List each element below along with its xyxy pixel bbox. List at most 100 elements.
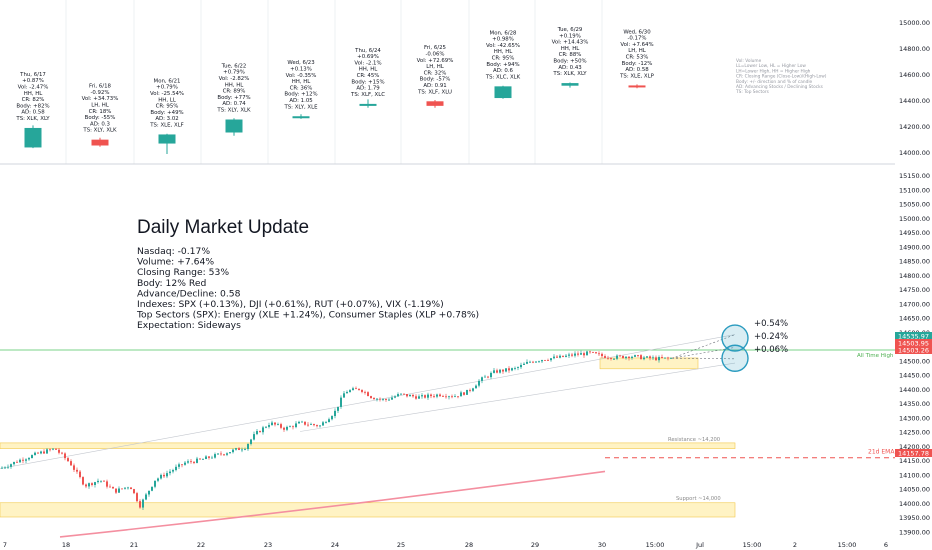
candle-annotation: Thu, 6/17 [19, 72, 46, 78]
x-axis-tick-label: 30 [598, 541, 606, 549]
candle-annotation: TS: XLC, XLK [485, 74, 521, 80]
intraday-candle-body [88, 483, 90, 487]
target-label: +0.24% [754, 332, 788, 342]
intraday-candle-body [505, 368, 507, 372]
intraday-candle-body [553, 356, 555, 359]
resistance-label: Resistance ~14,200 [668, 437, 720, 443]
intraday-candle-body [94, 482, 96, 485]
candle-annotation: Vol: -42.65% [486, 43, 520, 49]
ema-label: 21d EMA [868, 449, 895, 456]
intraday-candle-body [70, 461, 72, 466]
intraday-candle-body [46, 449, 48, 454]
x-axis-tick-label: 15:00 [646, 541, 665, 549]
summary-line: Advance/Decline: 0.58 [137, 288, 241, 299]
target-label: +0.54% [754, 319, 788, 329]
candle-annotation: Body: +94% [486, 62, 519, 68]
intraday-candle-body [304, 421, 306, 425]
candle-annotation: HH, HL [24, 91, 43, 97]
intraday-candle-body [262, 427, 264, 433]
intraday-candle-body [193, 461, 195, 463]
intraday-candle-body [358, 388, 360, 390]
candle-body [494, 86, 512, 99]
candle-annotation: HH, HL [561, 46, 580, 52]
candle-annotation: TS: XLF, XLU [417, 89, 452, 95]
intraday-candle-body [421, 395, 423, 397]
legend-line: LH=Lower High, HH = Higher High [736, 68, 811, 74]
intraday-candle-body [559, 355, 561, 358]
candle-body [426, 101, 444, 106]
x-axis-tick-label: Jul [695, 541, 704, 549]
candle-annotation: CR: 18% [89, 109, 112, 115]
candle-annotation: TS: XLK, XLY [15, 116, 50, 122]
intraday-candle-body [412, 394, 414, 397]
intraday-candle-body [655, 357, 657, 361]
intraday-candle-body [646, 356, 648, 358]
x-axis-tick-label: 29 [531, 541, 539, 549]
intraday-candle-body [481, 377, 483, 381]
candle-annotation: -0.06% [425, 52, 444, 58]
intraday-candle-body [604, 356, 606, 358]
intraday-candle-body [169, 471, 171, 474]
intraday-candle-body [640, 355, 642, 360]
candle-body [292, 116, 310, 119]
intraday-candle-body [175, 466, 177, 471]
intraday-candle-body [388, 399, 390, 401]
intraday-candle-body [241, 449, 243, 451]
intraday-candle-body [190, 461, 192, 463]
intraday-candle-body [145, 494, 147, 500]
candle-annotation: Body: +15% [351, 79, 384, 85]
bottom-axis-tick-label: 14650.00 [899, 315, 930, 323]
intraday-candle-body [658, 357, 660, 361]
intraday-candle-body [85, 484, 87, 487]
intraday-candle-body [382, 399, 384, 400]
candle-annotation: Body: -55% [85, 115, 116, 121]
candle-body [225, 119, 243, 133]
candle-annotation: AD: 0.6 [493, 68, 514, 74]
intraday-candle-body [244, 449, 246, 450]
intraday-candle-body [76, 469, 78, 472]
intraday-candle-body [265, 426, 267, 428]
bottom-axis-tick-label: 15150.00 [899, 172, 930, 180]
candle-annotation: Vol: -2.47% [18, 84, 49, 90]
candle-annotation: Fri, 6/18 [89, 84, 112, 90]
candle-annotation: +0.79% [156, 85, 178, 91]
intraday-candle-body [667, 357, 669, 359]
intraday-candle-body [535, 361, 537, 363]
bottom-axis-tick-label: 14250.00 [899, 429, 930, 437]
intraday-candle-body [607, 357, 609, 359]
intraday-candle-body [424, 395, 426, 398]
intraday-candle-body [487, 376, 489, 378]
intraday-candle-body [637, 355, 639, 356]
candle-annotation: Vol: -25.54% [150, 91, 184, 97]
intraday-candle-body [289, 426, 291, 428]
intraday-candle-body [355, 388, 357, 390]
intraday-candle-body [346, 391, 348, 394]
intraday-candle-body [652, 357, 654, 359]
intraday-candle-body [331, 416, 333, 420]
intraday-candle-body [286, 426, 288, 430]
summary-line: Top Sectors (SPX): Energy (XLE +1.24%), … [136, 310, 479, 321]
intraday-candle-body [31, 455, 33, 459]
intraday-candle-body [352, 388, 354, 391]
intraday-candle-body [526, 361, 528, 364]
intraday-candle-body [589, 351, 591, 353]
intraday-candle-body [613, 358, 615, 360]
candle-annotation: AD: 0.58 [21, 110, 45, 116]
summary-line: Volume: +7.64% [137, 257, 214, 268]
bottom-axis-tick-label: 15000.00 [899, 215, 930, 223]
intraday-candle-body [484, 376, 486, 378]
intraday-candle-body [13, 461, 15, 465]
intraday-candle-body [502, 369, 504, 372]
price-badge [895, 449, 932, 457]
intraday-candle-body [574, 353, 576, 356]
x-axis-tick-label: 2 [793, 541, 797, 549]
candle-annotation: HH, HL [225, 82, 244, 88]
bottom-axis-tick-label: 13950.00 [899, 514, 930, 522]
candle-annotation: AD: 0.74 [222, 101, 246, 107]
intraday-candle-body [1, 467, 3, 469]
candle-annotation: AD: 0.58 [625, 67, 649, 73]
intraday-candle-body [433, 396, 435, 397]
candle-annotation: Tue, 6/22 [221, 63, 247, 69]
intraday-candle-body [25, 459, 27, 461]
target-circle [721, 344, 749, 372]
